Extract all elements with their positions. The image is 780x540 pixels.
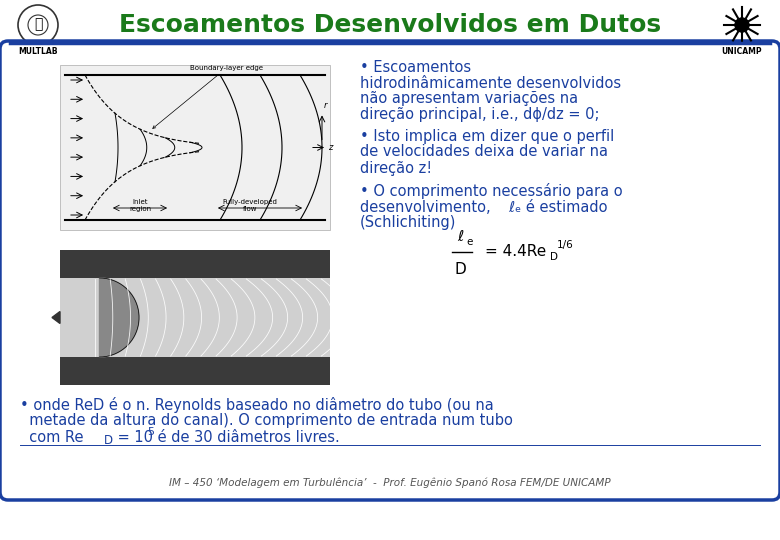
Text: desenvolvimento,    ℓₑ é estimado: desenvolvimento, ℓₑ é estimado	[360, 199, 608, 214]
Text: Boundary-layer edge: Boundary-layer edge	[153, 65, 263, 129]
Text: ℓ: ℓ	[457, 229, 463, 244]
Text: = 4.4Re: = 4.4Re	[485, 245, 546, 260]
Bar	[60, 250, 330, 278]
Bar	[60, 357, 330, 385]
Polygon shape	[52, 312, 60, 323]
FancyBboxPatch shape	[0, 41, 780, 500]
Text: Fully-developed
flow: Fully-developed flow	[222, 199, 278, 212]
Text: metade da altura do canal). O comprimento de entrada num tubo: metade da altura do canal). O compriment…	[20, 414, 513, 429]
Text: • O comprimento necessário para o: • O comprimento necessário para o	[360, 183, 622, 199]
Text: z: z	[328, 143, 332, 152]
Bar	[60, 65, 330, 230]
Text: 🔧: 🔧	[34, 17, 42, 31]
Text: 5: 5	[147, 427, 154, 437]
Text: IM – 450 ‘Modelagem em Turbulência’  -  Prof. Eugênio Spanó Rosa FEM/DE UNICAMP: IM – 450 ‘Modelagem em Turbulência’ - Pr…	[169, 478, 611, 488]
Text: UNICAMP: UNICAMP	[722, 48, 762, 57]
Text: D: D	[454, 262, 466, 277]
Text: direção principal, i.e., dϕ/dz = 0;: direção principal, i.e., dϕ/dz = 0;	[360, 107, 600, 123]
Bar	[60, 278, 330, 357]
Text: e: e	[466, 237, 473, 247]
Circle shape	[735, 18, 749, 32]
Text: Escoamentos Desenvolvidos em Dutos: Escoamentos Desenvolvidos em Dutos	[119, 13, 661, 37]
Text: MULTLAB: MULTLAB	[18, 48, 58, 57]
Bar	[60, 250, 330, 385]
Text: r: r	[324, 100, 328, 110]
Text: com Re: com Re	[20, 429, 83, 444]
Text: direção z!: direção z!	[360, 160, 432, 176]
Text: D: D	[550, 252, 558, 262]
Text: hidrodinâmicamente desenvolvidos: hidrodinâmicamente desenvolvidos	[360, 76, 621, 91]
Text: • onde ReD é o n. Reynolds baseado no diâmetro do tubo (ou na: • onde ReD é o n. Reynolds baseado no di…	[20, 397, 494, 413]
Text: não apresentam variações na: não apresentam variações na	[360, 91, 578, 106]
Text: (Schlichiting): (Schlichiting)	[360, 215, 456, 231]
Text: Inlet
region: Inlet region	[129, 199, 151, 212]
Text: • Escoamentos: • Escoamentos	[360, 59, 471, 75]
Text: • Isto implica em dizer que o perfil: • Isto implica em dizer que o perfil	[360, 129, 615, 144]
Text: D: D	[104, 434, 113, 447]
Text: = 10: = 10	[113, 429, 153, 444]
Text: de velocidades deixa de variar na: de velocidades deixa de variar na	[360, 145, 608, 159]
Text: é de 30 diâmetros livres.: é de 30 diâmetros livres.	[153, 429, 340, 444]
Polygon shape	[100, 278, 139, 357]
Text: 1/6: 1/6	[557, 240, 574, 250]
